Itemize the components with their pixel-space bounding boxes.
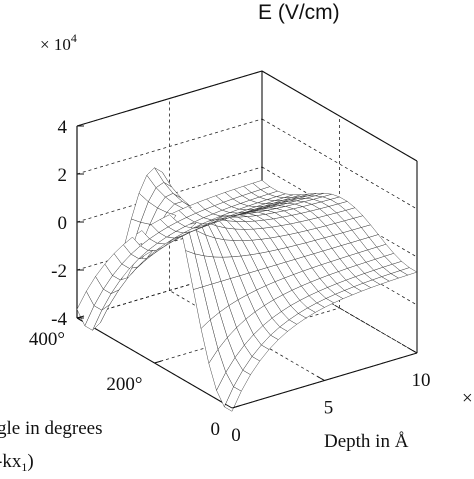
z-multiplier: × 104 [40,31,77,54]
top-right-edge [261,70,418,162]
y-axis-label-line2-main: -kx [0,451,22,472]
x-tick-mark-10 [409,348,418,354]
z-tick-label-4: 4 [58,117,68,138]
z-tick-label--2: -2 [51,261,67,282]
y-axis-label-line2: -kx1) [0,451,34,474]
x-axis-label: Depth in Å [324,431,409,452]
z-tick-label--4: -4 [51,309,67,330]
y-axis-label-line1: gle in degrees [0,418,103,439]
y-tick-label-400°: 400° [29,329,65,350]
y-tick-label-200°: 200° [106,374,142,395]
x-tick-mark-0 [224,403,233,409]
y-axis-label-line2-sub: 1 [21,460,27,474]
x-tick-label-5: 5 [324,398,334,419]
y-tick-label-0: 0 [211,419,221,440]
y-axis-label-line2-end: ) [27,451,33,472]
z-tick-label-0: 0 [58,213,68,234]
top-back-edge [76,70,263,127]
z-axis-label: E (V/cm) [258,1,340,24]
surface-mesh [76,167,418,412]
y-tick-mark-400° [76,315,85,319]
z-multiplier-exponent: 4 [71,31,77,45]
x-tick-mark-5 [317,376,325,381]
y-tick-mark-0 [231,405,240,409]
tick-layer: -4 -2 0 2 4 0 5 10 0 200° 400° [29,117,431,446]
floor-back-edge [76,262,263,319]
z-tick-label-2: 2 [58,165,68,186]
x-tick-label-10: 10 [412,370,431,391]
z-multiplier-base: × 10 [40,35,71,54]
x-tick-label-0: 0 [231,425,241,446]
clipped-multiplier-glyph: × [462,388,473,409]
y-tick-mark-200° [154,360,162,364]
